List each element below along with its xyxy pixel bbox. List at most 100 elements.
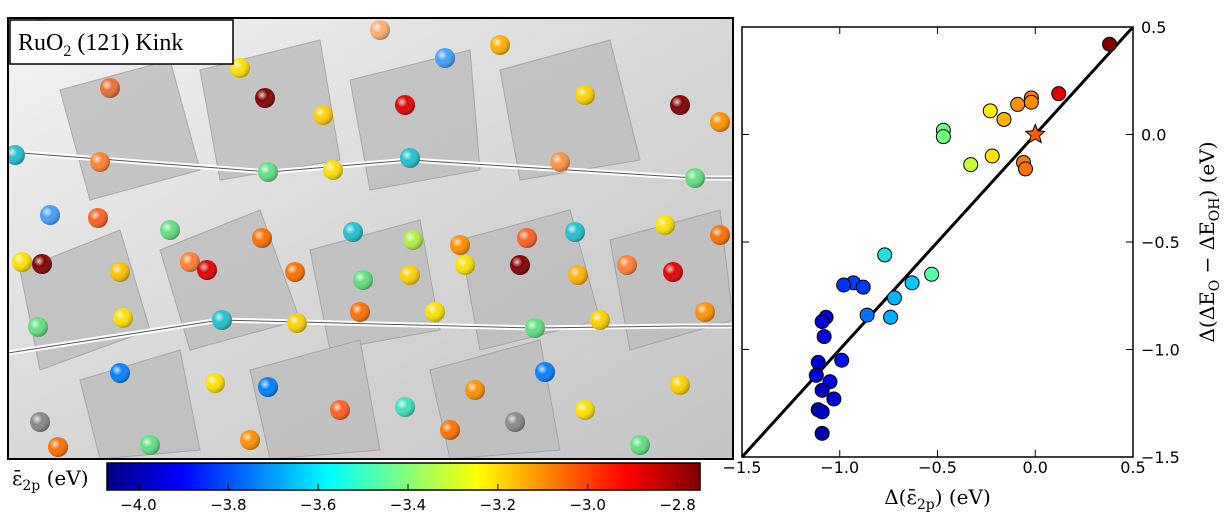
- point: [816, 329, 832, 345]
- point: [963, 157, 979, 173]
- x-axis-label-text: ) (eV): [935, 485, 991, 509]
- atom-shade: [575, 400, 595, 420]
- colorbar-label-sub: 2p: [22, 478, 40, 494]
- atom-shade: [450, 235, 470, 255]
- atoms: [8, 18, 730, 457]
- colorbar-tick-label: −3.4: [390, 496, 426, 514]
- colorbar-label-text: ε̄: [12, 466, 22, 490]
- colorbar-tick-label: −2.8: [659, 496, 695, 514]
- atom-shade: [670, 95, 690, 115]
- atom-shade: [160, 220, 180, 240]
- atom-shade: [240, 430, 260, 450]
- point: [814, 382, 830, 398]
- x-tick-label: 0.0: [1023, 458, 1048, 477]
- point: [855, 279, 871, 295]
- colorbar-tick-label: −3.6: [300, 496, 336, 514]
- point: [810, 354, 826, 370]
- atom-shade: [590, 310, 610, 330]
- y-tick-label: 0.5: [1141, 18, 1166, 37]
- atom-shade: [695, 302, 715, 322]
- atom-shade: [465, 380, 485, 400]
- x-tick-label: −1.0: [820, 458, 859, 477]
- point: [924, 266, 940, 282]
- atom-shade: [440, 420, 460, 440]
- y-tick-label: 0.0: [1141, 126, 1166, 145]
- star-point: [1024, 123, 1046, 144]
- atom-shade: [88, 208, 108, 228]
- colorbar-gradient: [106, 462, 701, 491]
- atom-shade: [12, 252, 32, 272]
- panel-label-text: RuO: [18, 30, 63, 56]
- point: [808, 367, 824, 383]
- atom-shade: [230, 58, 250, 78]
- atom-shade: [685, 168, 705, 188]
- atom-shade: [400, 148, 420, 168]
- atom-shade: [710, 225, 730, 245]
- colorbar-label-text: (eV): [40, 466, 88, 490]
- atom-shade: [258, 377, 278, 397]
- y-axis-label-text: Δ(ΔE: [1195, 291, 1219, 342]
- atom-shade: [258, 162, 278, 182]
- atom-shade: [655, 215, 675, 235]
- atom-shade: [212, 310, 232, 330]
- atom-shade: [517, 228, 537, 248]
- y-axis-label-sub: OH: [1207, 198, 1223, 222]
- point: [814, 425, 830, 441]
- x-tick-label: 0.5: [1120, 458, 1145, 477]
- atom-shade: [343, 222, 363, 242]
- atom-shade: [550, 152, 570, 172]
- point: [1010, 96, 1026, 112]
- atom-shade: [40, 205, 60, 225]
- x-axis-label: Δ(ε̄2p) (eV): [884, 485, 991, 513]
- colorbar-tick-label: −3.8: [210, 496, 246, 514]
- atom-shade: [313, 105, 333, 125]
- colorbar-tick-label: −3.2: [480, 496, 516, 514]
- atom-shade: [617, 255, 637, 275]
- point: [1017, 161, 1033, 177]
- atom-shade: [28, 317, 48, 337]
- atom-shade: [575, 85, 595, 105]
- panel-label: RuO2 (121) Kink: [18, 30, 183, 60]
- point: [883, 309, 899, 325]
- point: [1102, 36, 1118, 52]
- atom-shade: [90, 152, 110, 172]
- point: [826, 391, 842, 407]
- atom-shade: [400, 265, 420, 285]
- atom-shade: [330, 400, 350, 420]
- atom-shade: [8, 145, 25, 165]
- atom-shade: [48, 437, 68, 457]
- y-tick-label: −0.5: [1141, 233, 1180, 252]
- y-tick-label: −1.0: [1141, 341, 1180, 360]
- point: [984, 148, 1000, 164]
- atom-shade: [323, 160, 343, 180]
- atom-shade: [455, 255, 475, 275]
- atom-shade: [510, 255, 530, 275]
- y-axis-label-text: − ΔE: [1195, 221, 1219, 280]
- x-axis-label-sub: 2p: [917, 497, 935, 513]
- y-tick-label: −1.5: [1141, 448, 1180, 467]
- atom-shade: [287, 313, 307, 333]
- point: [834, 352, 850, 368]
- atom-shade: [568, 265, 588, 285]
- atom-shade: [350, 302, 370, 322]
- point: [1023, 94, 1039, 110]
- colorbar-label: ε̄2p (eV): [12, 466, 89, 494]
- point: [814, 404, 830, 420]
- atom-shade: [113, 308, 133, 328]
- colorbar: −4.0 −3.8 −3.6 −3.4 −3.2 −3.0 −2.8 ε̄2p (eV): [12, 462, 701, 514]
- x-tick-label: −1.5: [723, 458, 762, 477]
- atom-shade: [197, 260, 217, 280]
- render-frame: [7, 17, 734, 460]
- atom-shade: [663, 262, 683, 282]
- atom-shade: [353, 270, 373, 290]
- atom-shade: [525, 318, 545, 338]
- point: [982, 103, 998, 119]
- atom-shade: [205, 373, 225, 393]
- atom-shade: [710, 112, 730, 132]
- atom-shade: [565, 222, 585, 242]
- panel-label-box: [9, 19, 234, 65]
- atom-shade: [630, 435, 650, 455]
- panel-label-sub: 2: [63, 43, 71, 60]
- atom-shade: [30, 412, 50, 432]
- point: [904, 275, 920, 291]
